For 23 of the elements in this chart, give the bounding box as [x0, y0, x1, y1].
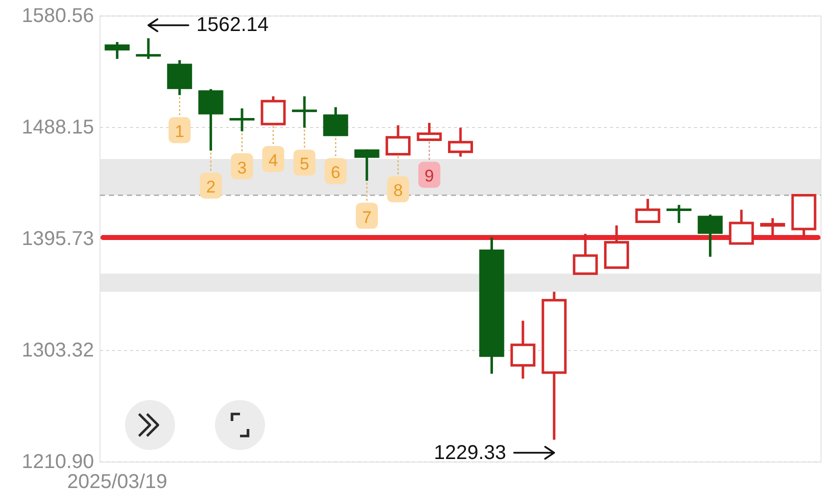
y-tick-label: 1395.73	[22, 228, 94, 250]
annotation: 8	[393, 180, 403, 200]
annotation: 9	[424, 166, 434, 186]
x-tick-label: 2025/03/19	[67, 471, 168, 493]
y-tick-label: 1303.32	[22, 339, 94, 362]
annotation: 3	[237, 158, 247, 177]
annotation: 1229.33	[434, 442, 506, 464]
annotation: 4	[268, 150, 278, 170]
candlestick	[666, 204, 692, 224]
y-tick-label: 1488.15	[22, 116, 94, 138]
candlestick	[104, 40, 130, 60]
candlestick	[230, 107, 254, 133]
annotation: 6	[330, 162, 340, 182]
candlestick	[510, 319, 536, 380]
annotation: 2	[206, 177, 216, 196]
annotation: 1	[174, 122, 184, 141]
annotation: 5	[300, 154, 310, 174]
y-tick-label: 1580.56	[22, 5, 94, 27]
annotation: 1562.14	[196, 14, 269, 36]
candlestick	[292, 95, 317, 129]
annotation: 7	[362, 207, 372, 226]
candlestick	[136, 36, 161, 60]
y-tick-label: 1210.90	[22, 451, 94, 473]
